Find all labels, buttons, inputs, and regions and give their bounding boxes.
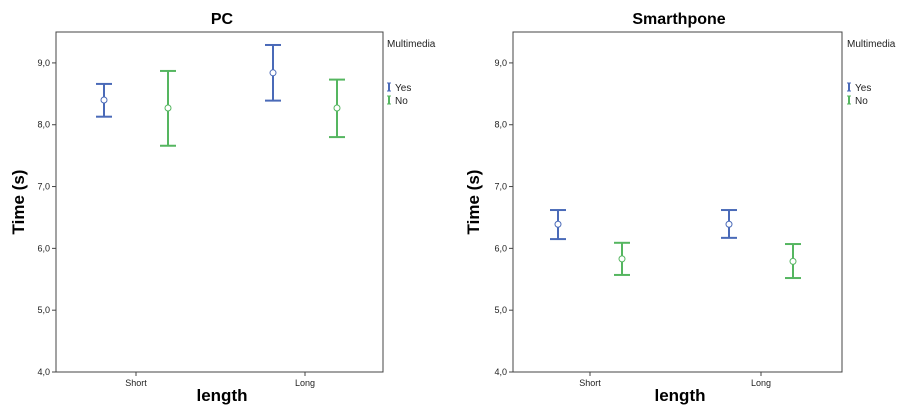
legend-label: No xyxy=(395,96,408,107)
legend-items: Yes No xyxy=(387,82,411,107)
y-tick-label: 5,0 xyxy=(494,305,507,315)
legend: Multimedia Yes No xyxy=(387,39,436,107)
panel-smartphone: Smarthpone Time (s) length 4,0 5,0 6,0 7,0 8… xyxy=(464,11,896,405)
mean-marker xyxy=(789,257,797,265)
x-axis-title: length xyxy=(655,386,706,405)
legend-items: Yes No xyxy=(847,82,871,107)
y-tick-label: 4,0 xyxy=(494,367,507,377)
y-tick-label: 4,0 xyxy=(37,367,50,377)
mean-marker xyxy=(269,69,277,77)
y-tick-label: 9,0 xyxy=(494,58,507,68)
error-bars xyxy=(550,209,801,280)
mean-marker xyxy=(618,255,626,263)
mean-marker xyxy=(333,104,341,112)
y-tick-label: 5,0 xyxy=(37,305,50,315)
legend-title: Multimedia xyxy=(847,39,896,50)
y-tick-label: 6,0 xyxy=(37,243,50,253)
legend: Multimedia Yes No xyxy=(847,39,896,107)
error-bars xyxy=(96,43,345,147)
y-tick-label: 8,0 xyxy=(494,120,507,130)
mean-marker xyxy=(725,220,733,228)
chart-title: PC xyxy=(211,11,234,28)
legend-title: Multimedia xyxy=(387,39,436,50)
legend-label: Yes xyxy=(395,83,411,94)
chart-title: Smarthpone xyxy=(632,11,725,28)
y-tick-label: 7,0 xyxy=(37,182,50,192)
y-tick-label: 8,0 xyxy=(37,120,50,130)
y-tick-label: 6,0 xyxy=(494,243,507,253)
plot-area xyxy=(512,31,843,373)
x-tick-label: Short xyxy=(579,378,601,388)
panel-pc: PC Time (s) length 4,0 5,0 6,0 7,0 8,0 9,0 Sh… xyxy=(9,11,436,405)
plot-area xyxy=(55,31,384,373)
mean-marker xyxy=(164,104,172,112)
x-tick-label: Long xyxy=(295,378,315,388)
y-tick-label: 9,0 xyxy=(37,58,50,68)
mean-marker xyxy=(100,96,108,104)
legend-label: Yes xyxy=(855,83,871,94)
x-tick-label: Long xyxy=(751,378,771,388)
y-axis-ticks: 4,0 5,0 6,0 7,0 8,0 9,0 xyxy=(37,58,56,377)
legend-label: No xyxy=(855,96,868,107)
x-axis-ticks: Short Long xyxy=(579,372,771,388)
y-tick-label: 7,0 xyxy=(494,182,507,192)
y-axis-title: Time (s) xyxy=(9,170,28,235)
y-axis-title: Time (s) xyxy=(464,170,483,235)
x-axis-ticks: Short Long xyxy=(125,372,315,388)
x-axis-title: length xyxy=(197,386,248,405)
mean-marker xyxy=(554,220,562,228)
x-tick-label: Short xyxy=(125,378,147,388)
y-axis-ticks: 4,0 5,0 6,0 7,0 8,0 9,0 xyxy=(494,58,513,377)
